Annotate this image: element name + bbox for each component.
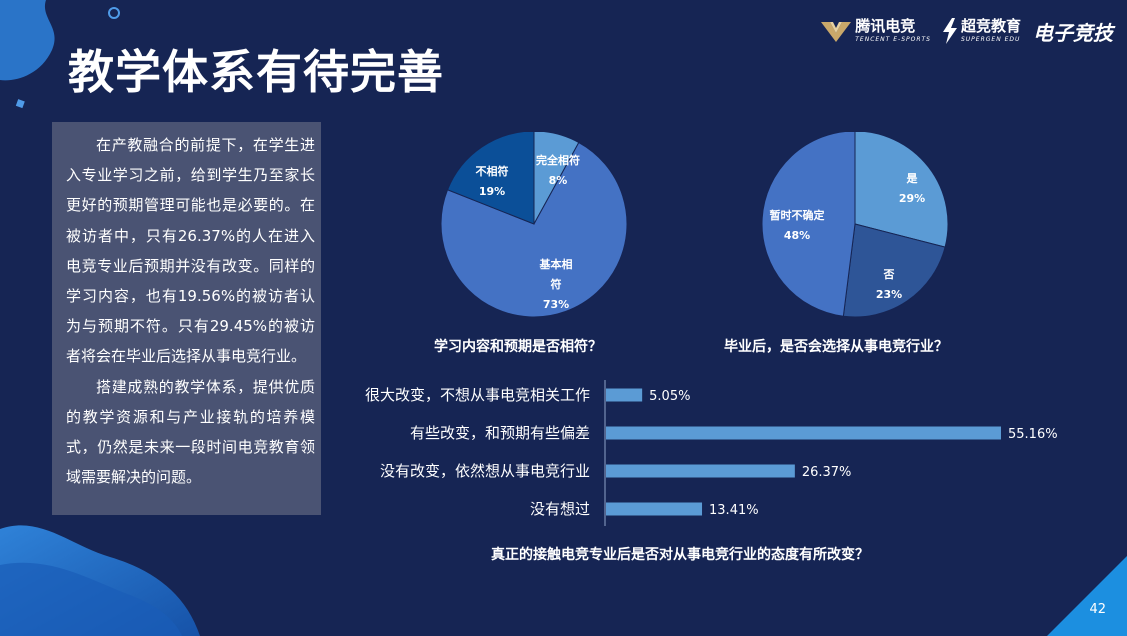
bar-2: [606, 464, 795, 478]
bar-value-label: 13.41%: [709, 503, 759, 518]
pie1-label-0: 完全相符 8%: [536, 153, 580, 187]
tencent-v-icon: [821, 22, 852, 42]
pie1-label-1-text-0: 基本相: [539, 257, 573, 271]
bar-chart-title: 真正的接触电竞专业后是否对从事电竞行业的态度有所改变？: [491, 547, 869, 563]
pie2-label-0-text-1: 29%: [899, 192, 925, 205]
bar-category-label: 很大改变，不想从事电竞相关工作: [365, 386, 590, 404]
description-paragraph-2: 搭建成熟的教学体系，提供优质的教学资源和与产业接轨的培养模式，仍然是未来一段时间…: [66, 377, 315, 487]
pie2-slice-0: [854, 132, 949, 248]
pie1-label-0-text-0: 完全相符: [536, 153, 580, 167]
pie2-slice-2: [761, 132, 856, 317]
bar-chart-attitude-change: 很大改变，不想从事电竞相关工作 5.05% 有些改变，和预期有些偏差 55.16% 没有…: [365, 380, 1058, 526]
pie1-label-1-text-1: 符: [551, 277, 562, 291]
pie1-slice-1: [440, 141, 628, 318]
tencent-logo-main: 腾讯电竞: [855, 17, 916, 35]
bar-category-label: 有些改变，和预期有些偏差: [410, 424, 590, 442]
pie1-label-2: 不相符 19%: [476, 164, 509, 198]
bar-0: [606, 388, 643, 402]
page-number: 42: [1089, 602, 1106, 617]
pie-chart-career-choice: 是 29% 否 23% 暂时不确定 48%: [761, 132, 949, 318]
logo-bar: 腾讯电竞 TENCENT E-SPORTS 超竞教育 SUPERGEN EDU …: [809, 14, 1113, 48]
pie2-label-2: 暂时不确定 48%: [770, 208, 825, 242]
esports-logo-text: 电子竞技: [1033, 20, 1113, 45]
pie1-slice-2: [446, 132, 535, 225]
pie1-title: 学习内容和预期是否相符？: [434, 339, 602, 355]
supergen-edu-logo: 超竞教育 SUPERGEN EDU: [942, 17, 1021, 44]
pie1-label-2-text-0: 不相符: [476, 164, 509, 178]
top-left-decoration: [0, 0, 120, 109]
bar-category-label: 没有想过: [530, 500, 590, 518]
pie1-label-2-text-1: 19%: [479, 185, 505, 198]
description-paragraph-1: 在产教融合的前提下，在学生进入专业学习之前，给到学生乃至家长更好的预期管理可能也…: [66, 136, 315, 366]
pie2-label-1-text-1: 23%: [876, 288, 902, 301]
supergen-logo-main: 超竞教育: [960, 17, 1021, 35]
bar-category-label: 没有改变，依然想从事电竞行业: [380, 462, 590, 480]
pie2-label-0: 是 29%: [899, 172, 925, 205]
lightning-icon: [942, 18, 957, 44]
bar-value-label: 55.16%: [1008, 427, 1058, 442]
pie2-label-1-text-0: 否: [883, 268, 895, 281]
tencent-logo-sub: TENCENT E-SPORTS: [855, 36, 931, 43]
description-box: 在产教融合的前提下，在学生进入专业学习之前，给到学生乃至家长更好的预期管理可能也…: [52, 122, 321, 515]
bar-3: [606, 502, 703, 516]
pie2-slice-1: [842, 223, 946, 318]
bar-1: [606, 426, 1001, 440]
pie2-label-2-text-1: 48%: [784, 229, 810, 242]
pie2-label-2-text-0: 暂时不确定: [770, 208, 825, 222]
bar-value-label: 5.05%: [649, 389, 690, 404]
bottom-right-triangle: [1047, 556, 1127, 636]
page-title: 教学体系有待完善: [68, 45, 444, 99]
pie1-label-0-text-1: 8%: [549, 174, 568, 187]
pie2-title: 毕业后，是否会选择从事电竞行业？: [724, 339, 948, 355]
tencent-esports-logo: 腾讯电竞 TENCENT E-SPORTS: [821, 19, 931, 43]
bar-value-label: 26.37%: [802, 465, 852, 480]
esports-major-logo: 电子竞技: [1033, 17, 1113, 46]
pie1-label-1-text-2: 73%: [543, 298, 569, 311]
pie2-label-0-text-0: 是: [906, 172, 919, 185]
supergen-logo-sub: SUPERGEN EDU: [960, 36, 1021, 43]
bottom-left-decoration: [0, 525, 200, 636]
pie2-label-1: 否 23%: [876, 268, 902, 301]
